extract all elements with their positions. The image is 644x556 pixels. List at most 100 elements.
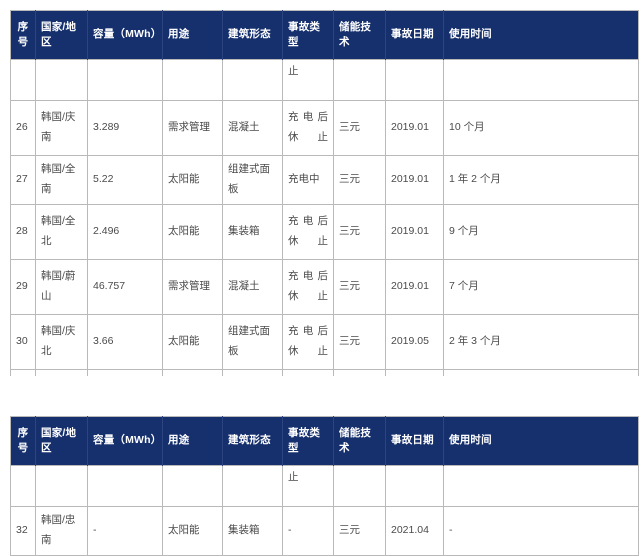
cell-capacity — [87, 465, 163, 507]
cell-capacity — [87, 59, 163, 101]
column-header-accident-date: 事故日期 — [385, 10, 444, 60]
cell-accident-date: 2021.04 — [385, 506, 444, 556]
cell-region: 韩国/庆北 — [35, 313, 88, 370]
cell-usage: 太阳能 — [162, 203, 223, 260]
cell-storage-tech — [333, 465, 386, 507]
accident-type-text: 充电后休止 — [288, 214, 328, 247]
cell-usage — [162, 465, 223, 507]
column-header-usage: 用途 — [162, 10, 223, 60]
column-header-accident-type: 事故类型 — [282, 416, 334, 466]
table-gap — [0, 376, 644, 416]
cell-accident-date: 2019.01 — [385, 155, 444, 205]
page-root: 序 号 国家/地区 容量（MWh） 用途 建筑形态 事故类型 储能技术 事故日期… — [0, 10, 644, 556]
table-row-partial: 止 — [10, 59, 639, 101]
cell-accident-type: 充电后休止 — [282, 313, 334, 370]
data-table: 序 号 国家/地区 容量（MWh） 用途 建筑形态 事故类型 储能技术 事故日期… — [10, 416, 639, 556]
cell-storage-tech: 三元 — [333, 203, 386, 260]
cell-capacity: 3.289 — [87, 100, 163, 156]
table-body: 止 32 韩国/忠南 - 太阳能 集装箱 - 三元 2021.04 - — [10, 465, 639, 556]
column-header-region: 国家/地区 — [35, 416, 88, 466]
table-row: 27 韩国/全南 5.22 太阳能 组建式面板 充电中 三元 2019.01 1… — [10, 155, 639, 205]
cell-storage-tech: 三元 — [333, 506, 386, 556]
column-header-usage: 用途 — [162, 416, 223, 466]
column-header-region: 国家/地区 — [35, 10, 88, 60]
accident-type-text: 充电后休止 — [288, 111, 328, 143]
cell-usage: 需求管理 — [162, 100, 223, 156]
cell-region: 韩国/蔚山 — [35, 258, 88, 315]
cell-capacity: 5.22 — [87, 155, 163, 205]
header-row: 序 号 国家/地区 容量（MWh） 用途 建筑形态 事故类型 储能技术 事故日期… — [10, 10, 639, 60]
cell-storage-tech: 三元 — [333, 313, 386, 370]
accident-type-text: 充电后休止 — [288, 269, 328, 302]
cell-service-duration: - — [443, 506, 639, 556]
cell-index: 29 — [10, 258, 36, 315]
cell-accident-type: 止 — [282, 465, 334, 507]
cell-accident-type: 充电后休止 — [282, 100, 334, 156]
cell-accident-date — [385, 465, 444, 507]
column-header-accident-type: 事故类型 — [282, 10, 334, 60]
cell-index: 27 — [10, 155, 36, 205]
cell-accident-type: 止 — [282, 59, 334, 101]
column-header-building-type: 建筑形态 — [222, 416, 283, 466]
cell-service-duration: 2 年 3 个月 — [443, 313, 639, 370]
column-header-storage-tech: 储能技术 — [333, 416, 386, 466]
cell-capacity: 3.66 — [87, 313, 163, 370]
cell-building-type: 集装箱 — [222, 506, 283, 556]
cell-storage-tech: 三元 — [333, 258, 386, 315]
cell-region — [35, 465, 88, 507]
cell-accident-type: 充电后休止 — [282, 258, 334, 315]
cell-region: 韩国/庆南 — [35, 100, 88, 156]
cell-index — [10, 465, 36, 507]
cell-capacity: 46.757 — [87, 258, 163, 315]
table-row: 32 韩国/忠南 - 太阳能 集装箱 - 三元 2021.04 - — [10, 506, 639, 556]
cell-usage: 需求管理 — [162, 258, 223, 315]
cell-building-type — [222, 465, 283, 507]
column-header-capacity: 容量（MWh） — [87, 416, 163, 466]
cell-usage: 太阳能 — [162, 313, 223, 370]
table-body: 止 26 韩国/庆南 3.289 需求管理 混凝土 充电后休止 三元 2019.… — [10, 59, 639, 419]
cell-building-type: 集装箱 — [222, 203, 283, 260]
cell-accident-date: 2019.01 — [385, 258, 444, 315]
cell-usage: 太阳能 — [162, 506, 223, 556]
cell-region — [35, 59, 88, 101]
table-row: 30 韩国/庆北 3.66 太阳能 组建式面板 充电后休止 三元 2019.05… — [10, 313, 639, 370]
column-header-index: 序 号 — [10, 416, 36, 466]
cell-capacity: 2.496 — [87, 203, 163, 260]
cell-region: 韩国/全南 — [35, 155, 88, 205]
cell-accident-date — [385, 59, 444, 101]
cell-capacity: - — [87, 506, 163, 556]
cell-storage-tech — [333, 59, 386, 101]
table-row: 29 韩国/蔚山 46.757 需求管理 混凝土 充电后休止 三元 2019.0… — [10, 258, 639, 315]
cell-building-type: 组建式面板 — [222, 313, 283, 370]
cell-accident-type: 充电后休止 — [282, 203, 334, 260]
cell-building-type: 混凝土 — [222, 100, 283, 156]
cell-service-duration — [443, 465, 639, 507]
cell-accident-type: - — [282, 506, 334, 556]
accident-type-text: 充电后休止 — [288, 324, 328, 357]
cell-accident-type: 充电中 — [282, 155, 334, 205]
cell-index: 26 — [10, 100, 36, 156]
cell-index: 30 — [10, 313, 36, 370]
table-header: 序 号 国家/地区 容量（MWh） 用途 建筑形态 事故类型 储能技术 事故日期… — [10, 416, 639, 466]
accident-table-one: 序 号 国家/地区 容量（MWh） 用途 建筑形态 事故类型 储能技术 事故日期… — [10, 10, 639, 419]
cell-storage-tech: 三元 — [333, 100, 386, 156]
cell-usage — [162, 59, 223, 101]
table-row-partial: 止 — [10, 465, 639, 507]
column-header-building-type: 建筑形态 — [222, 10, 283, 60]
cell-storage-tech: 三元 — [333, 155, 386, 205]
cell-service-duration: 1 年 2 个月 — [443, 155, 639, 205]
cell-service-duration: 7 个月 — [443, 258, 639, 315]
cell-usage: 太阳能 — [162, 155, 223, 205]
cell-building-type — [222, 59, 283, 101]
cell-service-duration — [443, 59, 639, 101]
cell-accident-date: 2019.01 — [385, 203, 444, 260]
column-header-service-duration: 使用时间 — [443, 416, 639, 466]
column-header-accident-date: 事故日期 — [385, 416, 444, 466]
column-header-service-duration: 使用时间 — [443, 10, 639, 60]
cell-region: 韩国/全北 — [35, 203, 88, 260]
data-table: 序 号 国家/地区 容量（MWh） 用途 建筑形态 事故类型 储能技术 事故日期… — [10, 10, 639, 419]
header-row: 序 号 国家/地区 容量（MWh） 用途 建筑形态 事故类型 储能技术 事故日期… — [10, 416, 639, 466]
cell-service-duration: 9 个月 — [443, 203, 639, 260]
table-header: 序 号 国家/地区 容量（MWh） 用途 建筑形态 事故类型 储能技术 事故日期… — [10, 10, 639, 60]
column-header-storage-tech: 储能技术 — [333, 10, 386, 60]
